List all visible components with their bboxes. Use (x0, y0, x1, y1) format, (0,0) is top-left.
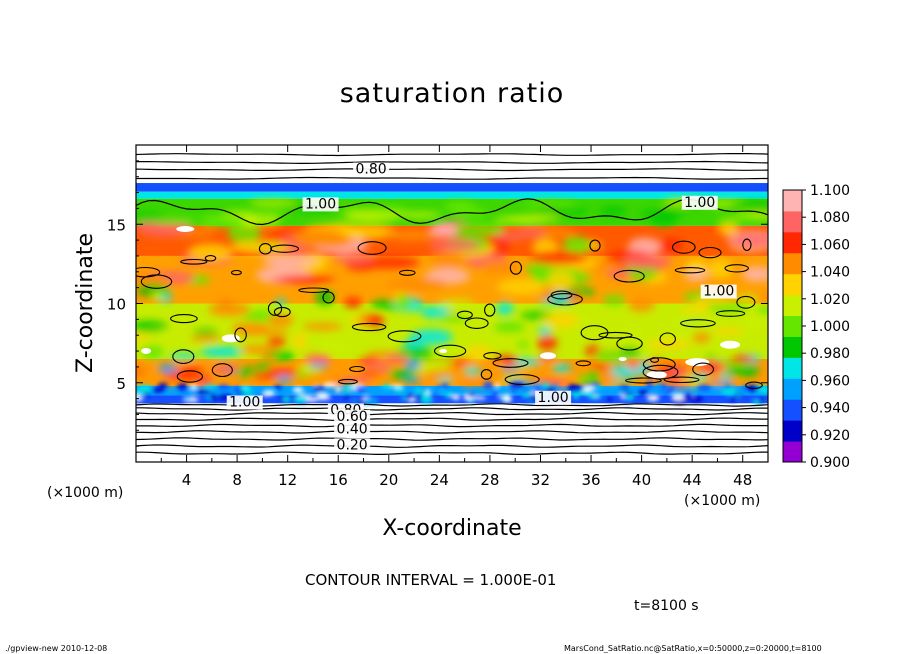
contour-label-bg (681, 195, 718, 210)
x-tick-label: 12 (278, 471, 297, 489)
contour-label-bg (334, 409, 371, 424)
x-axis-ticks: 4 8 12 16 20 24 28 32 36 40 44 48 (160, 145, 752, 489)
colorbar-swatch (783, 357, 802, 379)
colorbar-swatch (783, 231, 802, 254)
colorbar-swatch (783, 273, 802, 296)
colorbar-swatch (783, 315, 802, 337)
y-axis-ticks: 5 10 15 (107, 160, 768, 447)
colorbar-swatch (783, 378, 802, 400)
x-tick-label: 20 (379, 471, 398, 489)
colorbar-label: 1.040 (810, 265, 850, 281)
heatmap-field (136, 145, 768, 462)
contour-label: 0.60 (337, 409, 368, 425)
colorbar-swatch (783, 210, 802, 233)
x-tick-label: 24 (430, 471, 449, 489)
x-tick-label: 32 (531, 471, 550, 489)
contour-label-bg (302, 197, 339, 212)
colorbar-labels: 1.100 1.080 1.060 1.040 1.020 1.000 0.980 0.960… (802, 183, 850, 471)
colorbar-swatch (783, 190, 802, 212)
contour-label: 1.00 (703, 284, 734, 300)
contour-labels: 0.801.001.001.001.001.000.800.600.400.20 (226, 162, 737, 453)
colorbar-swatch (783, 420, 802, 442)
colorbar (782, 189, 803, 463)
contour-label-bg (334, 438, 371, 453)
chart-title: saturation ratio (340, 78, 565, 109)
colorbar-label: 0.940 (810, 401, 850, 417)
y-tick-label: 5 (116, 375, 126, 393)
footer-left: ./gpview-new 2010-12-08 (5, 644, 107, 653)
colorbar-swatch (783, 441, 802, 463)
y-axis-label: Z-coordinate (73, 233, 98, 373)
x-tick-label: 4 (182, 471, 192, 489)
colorbar-label: 0.920 (810, 428, 850, 444)
colorbar-label: 0.900 (810, 455, 850, 471)
contour-label: 0.20 (337, 437, 368, 453)
colorbar-swatch (783, 336, 802, 358)
contour-interval-text: CONTOUR INTERVAL = 1.000E-01 (305, 571, 556, 589)
colorbar-label: 1.060 (810, 237, 850, 253)
contour-label: 1.00 (305, 196, 336, 212)
contour-lines (136, 153, 768, 455)
x-tick-label: 28 (480, 471, 499, 489)
colorbar-label: 0.960 (810, 373, 850, 389)
colorbar-swatch (783, 399, 802, 421)
contour-label: 1.00 (684, 195, 715, 211)
colorbar-label: 1.100 (810, 183, 850, 199)
x-tick-label: 36 (581, 471, 600, 489)
colorbar-label: 1.000 (810, 319, 850, 335)
y-unit-label: (×1000 m) (47, 485, 123, 501)
y-tick-label: 10 (107, 296, 126, 314)
contour-label: 1.00 (538, 390, 569, 406)
contour-label-bg (700, 284, 737, 299)
colorbar-label: 0.980 (810, 346, 850, 362)
contour-label: 0.40 (337, 421, 368, 437)
colorbar-swatch (783, 294, 802, 317)
x-tick-label: 8 (232, 471, 242, 489)
contour-label-bg (334, 422, 371, 437)
colorbar-label: 1.080 (810, 210, 850, 226)
x-unit-label: (×1000 m) (684, 493, 760, 509)
x-tick-label: 40 (632, 471, 651, 489)
colorbar-swatch (783, 252, 802, 275)
colorbar-label: 1.020 (810, 292, 850, 308)
contour-label: 1.00 (229, 395, 260, 411)
time-label: t=8100 s (634, 598, 699, 614)
contour-label-bg (535, 390, 572, 405)
y-tick-label: 15 (107, 216, 126, 234)
contour-label: 0.80 (356, 162, 387, 178)
contour-label-bg (226, 395, 263, 410)
x-tick-label: 16 (329, 471, 348, 489)
contour-label-bg (353, 162, 390, 177)
x-axis-label: X-coordinate (382, 516, 521, 541)
x-tick-label: 44 (683, 471, 702, 489)
footer-right: MarsCond_SatRatio.nc@SatRatio,x=0:50000,… (564, 644, 822, 653)
x-tick-label: 48 (733, 471, 752, 489)
